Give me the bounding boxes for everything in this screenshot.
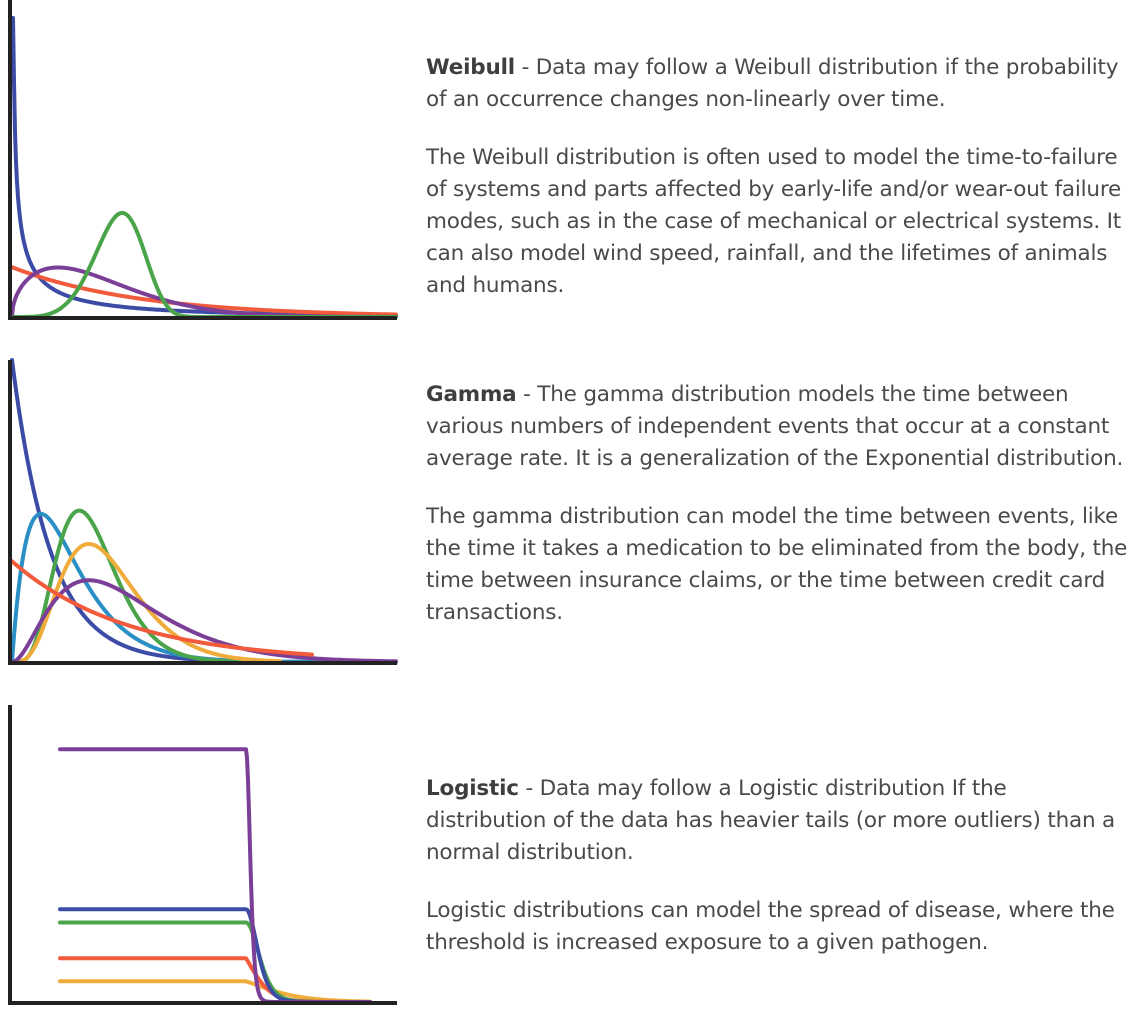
gamma-series-3 xyxy=(18,542,282,664)
gamma-summary: Gamma - The gamma distribution models th… xyxy=(426,379,1131,475)
gamma-series-group xyxy=(10,358,398,664)
weibull-chart-svg xyxy=(8,0,398,320)
gamma-section: Gamma - The gamma distribution models th… xyxy=(0,350,1135,675)
weibull-term: Weibull xyxy=(426,55,515,80)
weibull-description: Weibull - Data may follow a Weibull dist… xyxy=(426,52,1131,302)
weibull-series-1 xyxy=(10,265,398,317)
logistic-detail: Logistic distributions can model the spr… xyxy=(426,898,1115,955)
logistic-series-2 xyxy=(58,920,372,1004)
weibull-series-group xyxy=(10,16,398,319)
weibull-lead: - Data may follow a Weibull distribution… xyxy=(426,55,1119,112)
gamma-series-5 xyxy=(10,559,314,657)
weibull-section: Weibull - Data may follow a Weibull dist… xyxy=(0,0,1135,330)
weibull-summary: Weibull - Data may follow a Weibull dist… xyxy=(426,52,1131,116)
weibull-series-3 xyxy=(10,210,398,319)
logistic-lead: - Data may follow a Logistic distributio… xyxy=(426,776,1116,865)
weibull-chart xyxy=(0,0,400,330)
logistic-series-group xyxy=(58,747,372,1004)
weibull-series-2 xyxy=(10,265,398,319)
weibull-series-0 xyxy=(10,16,398,318)
logistic-description: Logistic - Data may follow a Logistic di… xyxy=(426,773,1131,959)
logistic-chart-svg xyxy=(8,705,397,1005)
gamma-chart-svg xyxy=(8,358,398,665)
gamma-detail: The gamma distribution can model the tim… xyxy=(426,504,1128,625)
gamma-lead: - The gamma distribution models the time… xyxy=(426,382,1124,471)
gamma-term: Gamma xyxy=(426,382,517,407)
logistic-series-4 xyxy=(58,747,372,1004)
logistic-summary: Logistic - Data may follow a Logistic di… xyxy=(426,773,1131,869)
weibull-detail: The Weibull distribution is often used t… xyxy=(426,145,1122,298)
logistic-chart xyxy=(0,695,400,1015)
gamma-series-4 xyxy=(10,578,398,664)
gamma-chart xyxy=(0,350,400,675)
logistic-term: Logistic xyxy=(426,776,519,801)
gamma-description: Gamma - The gamma distribution models th… xyxy=(426,379,1131,629)
logistic-section: Logistic - Data may follow a Logistic di… xyxy=(0,695,1135,1015)
logistic-series-0 xyxy=(58,979,372,1004)
